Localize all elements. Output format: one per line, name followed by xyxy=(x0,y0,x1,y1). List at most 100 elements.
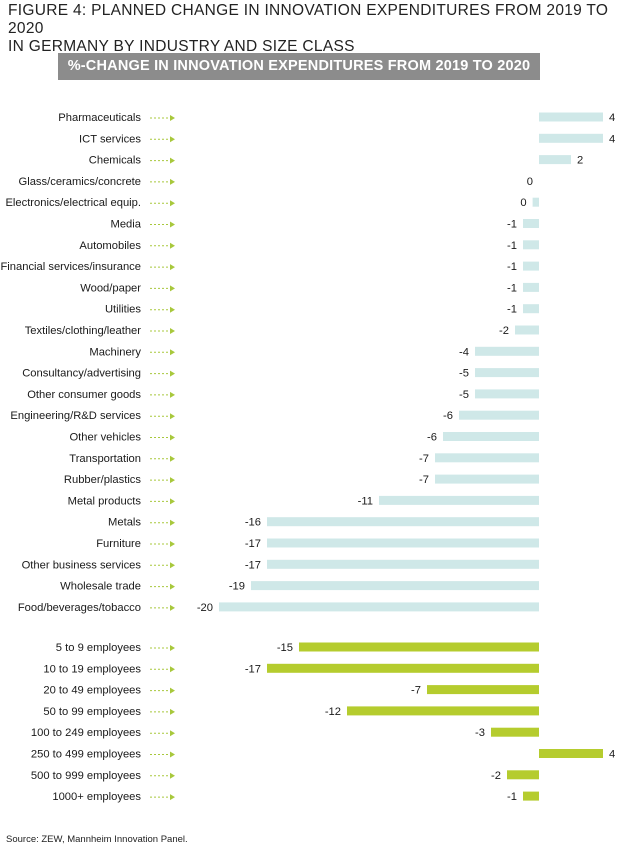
bar-0-18 xyxy=(379,495,539,505)
bar-0-7 xyxy=(523,261,539,271)
bar-0-4 xyxy=(532,197,539,207)
data-label: -7 xyxy=(419,453,429,465)
data-label: 4 xyxy=(609,112,615,124)
bar-0-23 xyxy=(219,602,539,612)
bar-1-6 xyxy=(507,770,539,780)
leader-arrow-head-icon xyxy=(170,200,175,207)
leader-arrow-head-icon xyxy=(170,562,175,569)
leader-arrow-head-icon xyxy=(170,751,175,758)
figure-title-line-1: FIGURE 4: PLANNED CHANGE IN INNOVATION E… xyxy=(8,2,609,37)
data-label: 2 xyxy=(577,155,583,167)
bar-0-0 xyxy=(539,112,603,122)
data-label: 0 xyxy=(527,176,533,188)
category-label: 10 to 19 employees xyxy=(43,663,141,675)
data-label: -17 xyxy=(245,663,261,675)
category-label: 5 to 9 employees xyxy=(56,642,142,654)
category-label: Machinery xyxy=(89,346,141,358)
data-label: -11 xyxy=(358,495,373,507)
leader-arrow-head-icon xyxy=(170,434,175,441)
bar-0-20 xyxy=(267,538,539,548)
category-label: 50 to 99 employees xyxy=(43,706,141,718)
data-label: 0 xyxy=(520,197,526,209)
category-label: 500 to 999 employees xyxy=(31,770,141,782)
leader-arrow-head-icon xyxy=(170,391,175,398)
leader-arrow-head-icon xyxy=(170,519,175,526)
bar-0-2 xyxy=(539,155,571,165)
data-label: -6 xyxy=(443,410,453,422)
category-label: 1000+ employees xyxy=(52,791,141,803)
category-label: Metal products xyxy=(68,495,142,507)
data-label: -6 xyxy=(427,432,437,444)
data-label: -1 xyxy=(507,791,517,803)
bar-0-9 xyxy=(523,304,539,314)
category-label: Media xyxy=(111,219,142,231)
data-label: -7 xyxy=(411,685,421,697)
data-label: -17 xyxy=(245,559,261,571)
category-label: Wood/paper xyxy=(80,282,141,294)
bar-1-7 xyxy=(523,791,539,801)
bar-0-8 xyxy=(523,282,539,292)
data-label: -15 xyxy=(277,642,293,654)
leader-arrow-head-icon xyxy=(170,730,175,737)
bar-0-15 xyxy=(443,432,539,441)
bar-0-14 xyxy=(459,410,539,420)
data-label: -16 xyxy=(245,517,261,529)
bar-0-12 xyxy=(475,368,539,378)
leader-arrow-head-icon xyxy=(170,541,175,547)
data-label: -17 xyxy=(245,538,261,550)
category-label: Financial services/insurance xyxy=(0,261,141,273)
leader-arrow-head-icon xyxy=(170,306,175,313)
data-label: -4 xyxy=(459,346,469,358)
chart-title: %-CHANGE IN INNOVATION EXPENDITURES FROM… xyxy=(58,53,540,80)
data-label: -1 xyxy=(507,219,517,231)
leader-arrow-head-icon xyxy=(170,794,175,801)
leader-arrow-head-icon xyxy=(170,157,175,164)
leader-arrow-head-icon xyxy=(170,604,175,611)
leader-arrow-head-icon xyxy=(170,285,175,292)
leader-arrow-head-icon xyxy=(170,645,175,651)
category-label: Other vehicles xyxy=(69,432,141,444)
data-label: -2 xyxy=(499,325,509,337)
category-label: Glass/ceramics/concrete xyxy=(19,176,141,188)
leader-arrow-head-icon xyxy=(170,242,175,249)
leader-arrow-head-icon xyxy=(170,498,175,505)
data-label: 4 xyxy=(609,749,615,761)
data-label: -19 xyxy=(229,581,245,593)
category-label: Transportation xyxy=(69,453,141,465)
data-label: -1 xyxy=(507,261,517,273)
category-label: Metals xyxy=(108,517,141,529)
bar-0-1 xyxy=(539,133,603,143)
bar-1-0 xyxy=(299,642,539,652)
bar-0-17 xyxy=(435,474,539,484)
data-label: 4 xyxy=(609,133,615,145)
category-label: Consultancy/advertising xyxy=(22,368,141,380)
bar-0-11 xyxy=(475,346,539,356)
category-label: Furniture xyxy=(96,538,141,550)
leader-arrow-head-icon xyxy=(170,583,175,590)
bar-0-6 xyxy=(523,240,539,250)
leader-arrow-head-icon xyxy=(170,264,175,271)
data-label: -1 xyxy=(507,282,517,294)
category-label: Chemicals xyxy=(89,155,142,167)
bar-0-5 xyxy=(523,219,539,228)
figure-title: FIGURE 4: PLANNED CHANGE IN INNOVATION E… xyxy=(8,2,618,56)
leader-arrow-head-icon xyxy=(170,349,175,356)
category-label: Food/beverages/tobacco xyxy=(18,602,141,614)
category-label: ICT services xyxy=(79,133,141,145)
category-label: 100 to 249 employees xyxy=(31,727,141,739)
bar-0-13 xyxy=(475,389,539,399)
category-label: Textiles/clothing/leather xyxy=(25,325,142,337)
bar-1-4 xyxy=(491,727,539,737)
data-label: -1 xyxy=(507,304,517,316)
data-label: -7 xyxy=(419,474,429,486)
leader-arrow-head-icon xyxy=(170,477,175,484)
leader-arrow-head-icon xyxy=(170,370,175,377)
data-label: -1 xyxy=(507,240,517,252)
category-label: Electronics/electrical equip. xyxy=(5,197,141,209)
bar-1-3 xyxy=(347,706,539,716)
category-label: Other business services xyxy=(22,559,142,571)
category-label: Utilities xyxy=(105,304,141,316)
data-label: -5 xyxy=(459,389,469,401)
data-label: -3 xyxy=(475,727,485,739)
